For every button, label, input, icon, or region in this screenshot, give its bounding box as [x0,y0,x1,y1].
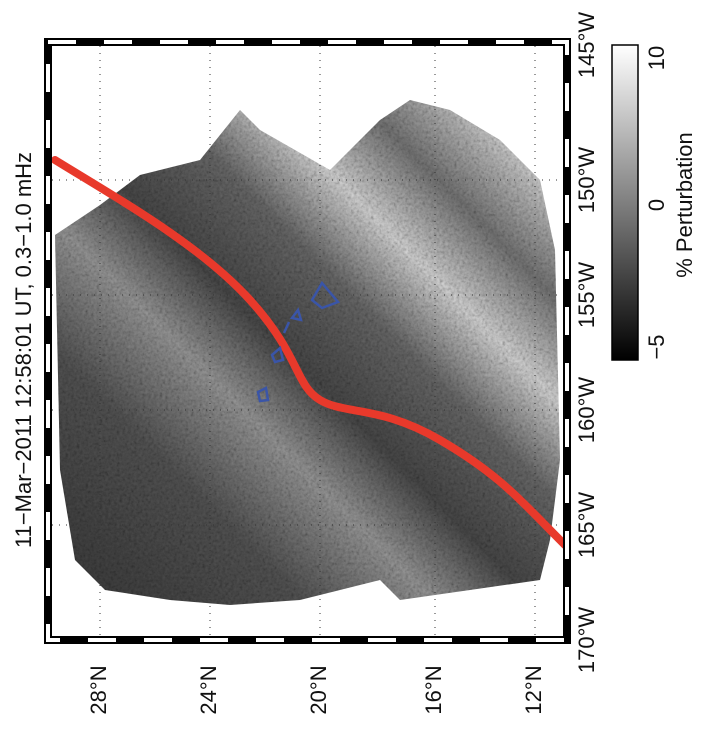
lat-label: 20°N [306,665,331,714]
lat-label: 16°N [421,665,446,714]
colorbar-label: % Perturbation [672,132,697,278]
lon-label: 160°W [574,377,599,444]
title: 11−Mar−2011 12:58:01 UT, 0.3−1.0 mHz [11,152,36,548]
map-frame [44,38,571,644]
lon-label: 155°W [574,262,599,329]
colorbar [611,44,639,361]
perturbation-field [55,100,560,605]
colorbar-tick-label: −5 [644,334,669,359]
lon-label: 150°W [574,147,599,214]
colorbar-tick-label: 10 [644,46,669,70]
lon-label: 145°W [574,12,599,79]
lat-label: 24°N [196,665,221,714]
island-contours [256,280,341,403]
grid-lines [52,46,563,636]
lat-label: 28°N [86,665,111,714]
lon-label: 170°W [574,607,599,674]
map-area [52,46,563,636]
lon-label: 165°W [574,492,599,559]
red-track [52,156,563,549]
colorbar-tick-label: 0 [644,199,669,211]
lat-label: 12°N [521,665,546,714]
